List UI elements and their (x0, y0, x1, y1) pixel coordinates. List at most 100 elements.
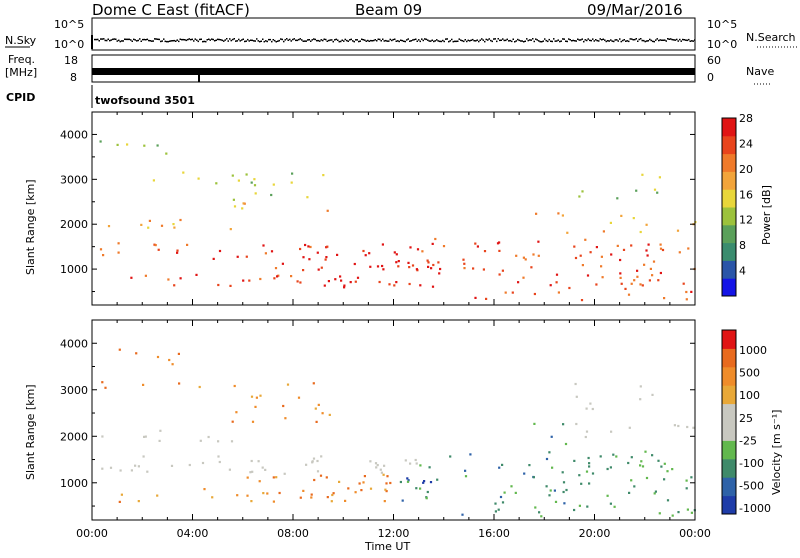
echo-cell (580, 299, 584, 302)
echo-cell (636, 269, 639, 272)
sky-point (331, 39, 333, 41)
echo-cell (382, 268, 385, 271)
colorbar-tick-label: 16 (739, 188, 753, 201)
sky-point (511, 40, 513, 43)
echo-cell (170, 464, 174, 467)
sky-point (229, 38, 231, 40)
sky-point (265, 40, 267, 42)
echo-cell (673, 424, 676, 427)
sky-point (103, 38, 105, 40)
echo-cell (358, 482, 361, 485)
sky-point (259, 40, 261, 43)
x-tick-label: 16:00 (478, 527, 510, 540)
sky-point (584, 39, 586, 41)
echo-cell (262, 492, 265, 495)
sky-point (235, 40, 237, 42)
echo-cell (217, 283, 220, 287)
sky-point (398, 40, 400, 43)
echo-cell (297, 396, 301, 399)
colorbar-swatch (722, 171, 736, 190)
sky-point (442, 39, 444, 42)
echo-cell (395, 281, 398, 284)
freq-right-tick-top: 60 (707, 54, 721, 67)
echo-cell (419, 464, 422, 467)
echo-cell (671, 468, 674, 471)
sky-point (148, 39, 150, 42)
echo-cell (135, 352, 138, 355)
sky-point (440, 40, 442, 43)
echo-cell (630, 244, 633, 247)
sky-point (542, 40, 544, 42)
sky-point (328, 39, 330, 42)
sky-point (188, 38, 190, 40)
echo-cell (116, 143, 119, 146)
sky-point (614, 39, 616, 41)
echo-cell (253, 184, 257, 187)
echo-cell (581, 190, 584, 193)
echo-cell (563, 502, 566, 505)
sky-point (263, 40, 265, 43)
echo-cell (137, 500, 140, 503)
sky-point (601, 39, 603, 41)
colorbar-tick-label: -25 (739, 434, 757, 447)
sky-point (262, 38, 264, 40)
echo-cell (561, 214, 564, 217)
sky-point (121, 40, 123, 42)
echo-cell (578, 195, 581, 198)
sky-point (133, 38, 135, 41)
sky-point (137, 39, 139, 42)
freq-panel: Freq. [MHz] 18 8 60 0 Nave (5, 53, 774, 85)
x-tick-label: 12:00 (378, 527, 410, 540)
sky-point (616, 39, 618, 41)
sky-point (419, 40, 421, 43)
echo-cell (385, 490, 388, 493)
sky-point (434, 40, 436, 42)
sky-point (104, 39, 106, 42)
echo-cell (438, 272, 441, 275)
sky-point (158, 38, 160, 41)
sky-point (523, 41, 525, 43)
time-x-axis: 00:00 04:00 08:00 12:00 16:00 20:00 00:00 (76, 112, 711, 540)
echo-cell (250, 395, 254, 398)
echo-cell (609, 502, 612, 505)
sky-point (593, 40, 595, 42)
sky-point (502, 38, 504, 40)
sky-point (475, 40, 477, 42)
sky-point (541, 41, 543, 43)
x-tick-label: 20:00 (579, 527, 611, 540)
echo-cell (309, 245, 312, 249)
sky-point (352, 40, 354, 42)
echo-cell (270, 193, 273, 197)
echo-cell (324, 258, 327, 261)
sky-point (575, 40, 577, 42)
power-panel: 1000 2000 3000 4000 Slant Range [km] 4 8 12 16… (24, 111, 773, 306)
sky-point (505, 39, 507, 42)
echo-cell (557, 291, 560, 294)
sky-point (379, 38, 381, 41)
echo-cell (158, 439, 161, 442)
sky-point (97, 38, 99, 41)
echo-cell (246, 476, 249, 479)
sky-point (115, 38, 117, 40)
echo-cell (388, 283, 391, 286)
sky-point (356, 39, 358, 41)
sky-point (410, 40, 412, 42)
echo-cell (259, 394, 262, 397)
echo-cell (630, 282, 633, 285)
freq-left-tick-bottom: 8 (70, 71, 77, 84)
echo-cell (354, 491, 357, 494)
echo-cell (619, 272, 622, 275)
echo-cell (562, 481, 566, 484)
echo-cell (339, 275, 342, 278)
sky-point (374, 39, 376, 41)
echo-cell (254, 192, 257, 195)
echo-cell (585, 407, 588, 410)
sky-point (535, 38, 537, 40)
echo-cell (317, 268, 320, 271)
y-tick-label: 1000 (60, 263, 88, 276)
sky-point (337, 39, 339, 41)
sky-point (163, 38, 165, 40)
echo-cell (427, 265, 430, 268)
sky-point (487, 39, 489, 41)
echo-cell (160, 224, 164, 227)
